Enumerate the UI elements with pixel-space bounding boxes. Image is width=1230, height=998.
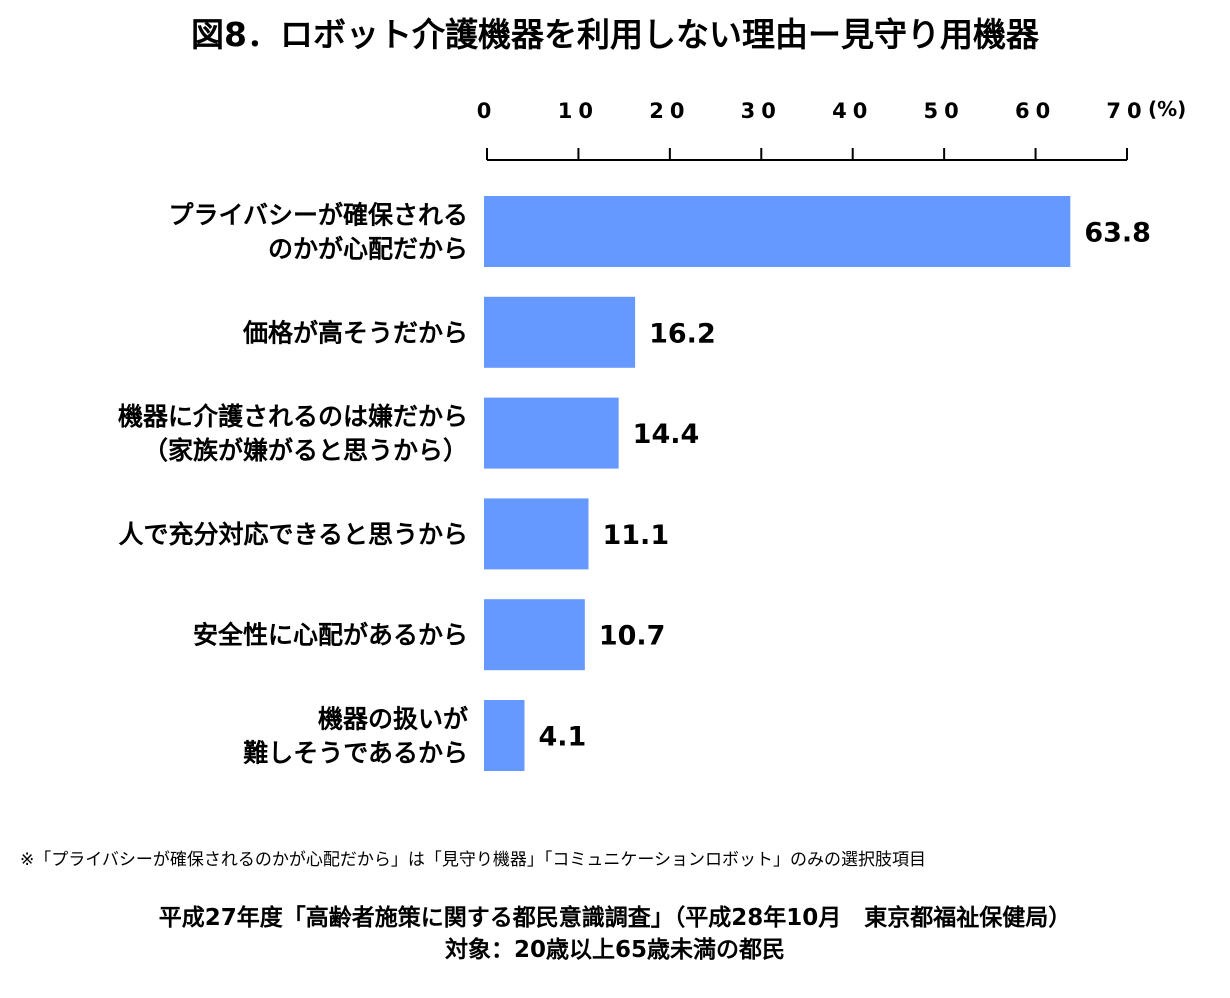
category-label: 機器の扱いが <box>318 705 468 734</box>
category-label: 機器に介護されるのは嫌だから <box>118 402 468 431</box>
bar <box>484 498 589 570</box>
category-label: のかが心配だから <box>268 235 468 264</box>
source-line-1: 平成27年度「高齢者施策に関する都民意識調査」（平成28年10月 東京都福祉保健… <box>158 905 1072 931</box>
x-tick-label: 10 <box>558 99 599 123</box>
category-label: 安全性に心配があるから <box>193 621 468 650</box>
x-tick-label: 30 <box>741 99 782 123</box>
bar <box>484 296 636 368</box>
x-unit-label: (%) <box>1148 97 1186 121</box>
category-label: 価格が高そうだから <box>242 318 468 347</box>
category-label: （家族が嫌がると思うから） <box>143 436 468 465</box>
footnote: ※「プライバシーが確保されるのかが心配だから」は「見守り機器」「コミュニケーショ… <box>20 850 927 870</box>
data-label: 16.2 <box>649 318 716 349</box>
x-tick-label: 70 <box>1106 99 1147 123</box>
source-block: 平成27年度「高齢者施策に関する都民意識調査」（平成28年10月 東京都福祉保健… <box>0 902 1230 966</box>
category-label: 人で充分対応できると思うから <box>118 520 468 549</box>
data-label: 4.1 <box>538 722 586 753</box>
x-tick-label: 0 <box>477 99 498 123</box>
source-line-2: 対象：20歳以上65歳未満の都民 <box>444 937 785 963</box>
data-label: 11.1 <box>602 520 669 551</box>
bar <box>484 700 525 771</box>
bar <box>484 397 619 469</box>
x-tick-label: 50 <box>924 99 965 123</box>
category-label: 難しそうであるから <box>243 739 468 768</box>
x-tick-label: 40 <box>832 99 873 123</box>
data-label: 10.7 <box>599 621 666 652</box>
data-label: 63.8 <box>1084 218 1151 249</box>
category-label: プライバシーが確保される <box>168 201 468 230</box>
bar <box>484 196 1071 267</box>
bar <box>484 599 585 671</box>
chart-title: 図8．ロボット介護機器を利用しない理由ー見守り用機器 <box>191 15 1039 54</box>
x-tick-label: 60 <box>1015 99 1056 123</box>
x-tick-label: 20 <box>649 99 690 123</box>
data-label: 14.4 <box>633 419 700 450</box>
bar-chart: 0 10 20 30 40 50 60 70 (%) 63.8 プライバシーが確保されるのかが心配だ… <box>118 97 1186 771</box>
